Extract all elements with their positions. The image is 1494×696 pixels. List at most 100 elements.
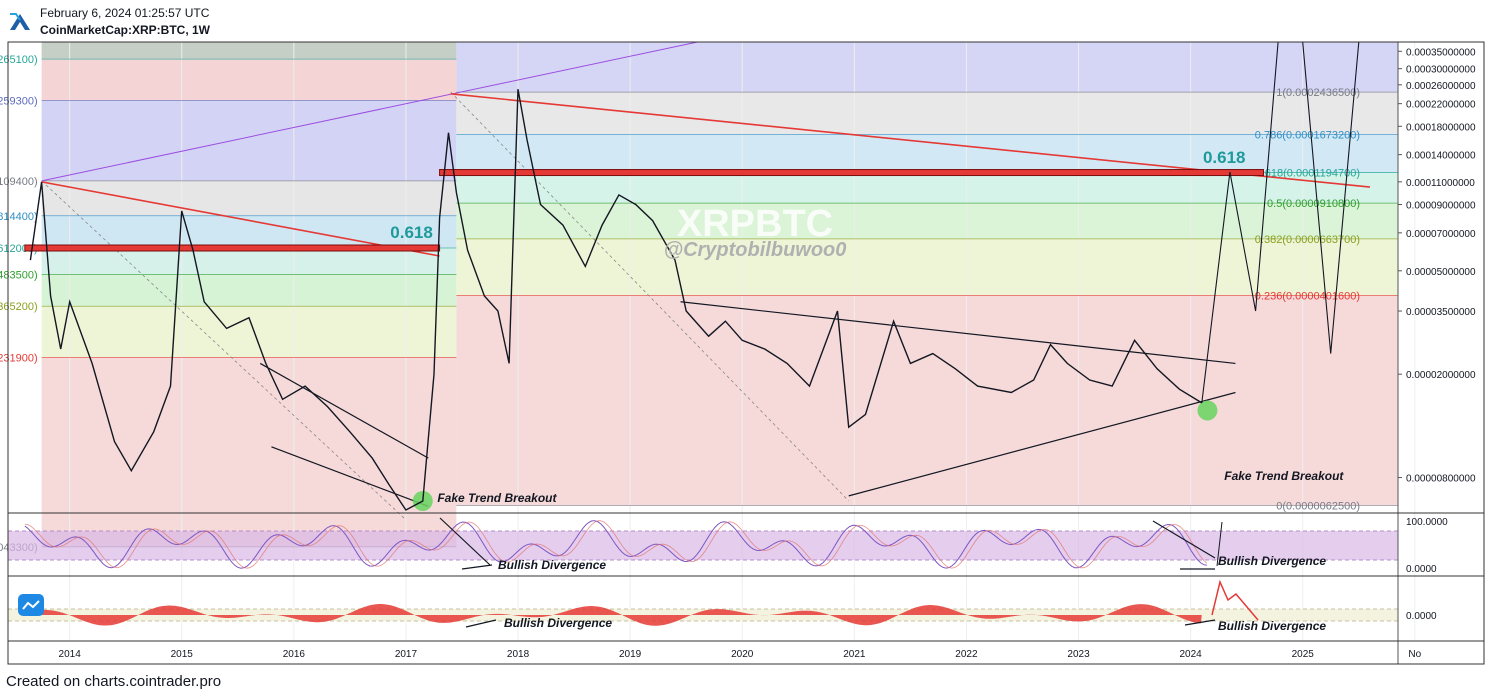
x-tick-label: 2019 [619, 649, 642, 660]
fib-label-left: 1.618(0.0002259300) [0, 96, 38, 108]
y-tick-label: 0.00011000000 [1406, 178, 1475, 189]
divergence-line [439, 517, 491, 566]
fib-zone [456, 92, 1398, 135]
fib-zone [41, 357, 457, 547]
x-tick-label: 2016 [283, 649, 306, 660]
fib-label-left: 0.236(0.0000231900) [0, 352, 38, 364]
rsi-d-line [24, 520, 1208, 569]
x-tick-label: No [1408, 649, 1421, 660]
divergence-line [465, 619, 497, 628]
y-tick-label: 0.00007000000 [1406, 229, 1476, 240]
rsi-divergence-label: Bullish Divergence [498, 558, 606, 572]
macd-histogram [24, 604, 1202, 626]
y-tick-label: 0.00030000000 [1406, 65, 1476, 76]
macd-pane: Bullish Divergence Bullish Divergence 0.00… [8, 579, 1437, 633]
fib-label-right: 0.786(0.0001673200) [1255, 130, 1360, 142]
fib-zone [456, 42, 1398, 93]
dashed-diagonal [41, 180, 407, 521]
annotation-618: 0.618 [1203, 148, 1246, 167]
fib-label-left: 0.786(0.0000814400) [0, 211, 38, 223]
x-tick-label: 2024 [1179, 649, 1202, 660]
chart-header: February 6, 2024 01:25:57 UTC CoinMarket… [0, 0, 1494, 40]
fib-label-right: 1(0.0002436500) [1276, 87, 1360, 99]
fib-label-left: 0.5(0.0000483500) [0, 270, 38, 282]
divergence-line [1152, 520, 1216, 559]
x-tick-label: 2018 [507, 649, 530, 660]
x-tick-label: 2020 [731, 649, 754, 660]
fib-label-left: 2(0.0003265100) [0, 54, 38, 66]
fib-zones [41, 42, 1398, 547]
macd-tick-label: 0.0000 [1406, 611, 1437, 622]
x-tick-label: 2025 [1292, 649, 1315, 660]
macd-divergence-label: Bullish Divergence [504, 616, 612, 630]
cointrader-logo-icon [8, 8, 32, 32]
footer-credit: Created on charts.cointrader.pro [6, 673, 222, 690]
rsi-arrow [1216, 521, 1223, 567]
x-tick-label: 2023 [1067, 649, 1090, 660]
rsi-tick-label: 0.0000 [1406, 564, 1437, 575]
fib-label-right: 0(0.0000062500) [1276, 500, 1360, 512]
fib-zone [41, 248, 457, 275]
y-tick-label: 0.00009000000 [1406, 200, 1476, 211]
fib-zone [456, 295, 1398, 506]
fib-label-left: 0.382(0.0000365200) [0, 301, 38, 313]
y-tick-label: 0.00003500000 [1406, 307, 1476, 318]
y-tick-label: 0.00022000000 [1406, 100, 1476, 111]
fib-label-right: 0.236(0.0000401600) [1255, 291, 1360, 303]
rsi-divergence-label: Bullish Divergence [1218, 554, 1326, 568]
macd-projection [1211, 579, 1259, 621]
annotation-fake-breakout: Fake Trend Breakout [437, 491, 557, 505]
wedge-line [680, 301, 1236, 365]
dashed-diagonal [450, 91, 850, 502]
y-tick-label: 0.00018000000 [1406, 122, 1476, 133]
chart-symbol: CoinMarketCap:XRP:BTC, 1W [40, 23, 211, 37]
x-tick-label: 2014 [59, 649, 82, 660]
x-tick-label: 2022 [955, 649, 978, 660]
fib-zone [41, 180, 457, 216]
y-tick-label: 0.00000800000 [1406, 474, 1476, 485]
y-tick-label: 0.00002000000 [1406, 370, 1476, 381]
rsi-tick-label: 100.0000 [1406, 517, 1448, 528]
trend-lines [24, 41, 1371, 521]
annotation-fake-breakout: Fake Trend Breakout [1224, 469, 1344, 483]
fib-zone [456, 238, 1398, 296]
breakout-circle [1197, 400, 1218, 421]
fib-zone [41, 306, 457, 358]
fib-zone [41, 59, 457, 101]
resistance-bar [439, 169, 1264, 177]
y-tick-label: 0.00014000000 [1406, 151, 1476, 162]
chart-frame [7, 41, 1485, 665]
y-tick-label: 0.00005000000 [1406, 267, 1476, 278]
rsi-k-line [24, 520, 1207, 569]
fib-label-right: 0.5(0.0000910800) [1267, 198, 1360, 210]
wedge-line [848, 391, 1236, 497]
fib-label-left: 1(0.0001109400) [0, 176, 38, 188]
resistance-bar [24, 244, 441, 252]
axes: 0.00035000000 0.00030000000 0.00026000000 0… [7, 41, 1485, 665]
purple-trend-line [41, 41, 698, 182]
fib-zone [456, 172, 1398, 204]
x-tick-label: 2015 [171, 649, 194, 660]
labels: XRPBTC@Cryptobilbuwoo0 0.618 0.618 Fake Tre… [390, 148, 1344, 505]
wedge-line [271, 446, 429, 507]
x-tick-label: 2017 [395, 649, 418, 660]
macd-divergence-label: Bullish Divergence [1218, 619, 1326, 633]
annotation-618: 0.618 [390, 223, 433, 242]
cloud-icon [18, 594, 44, 616]
fib-zone [41, 274, 457, 307]
divergence-line [1184, 619, 1216, 626]
cloud-icon-glyph [22, 600, 40, 610]
y-tick-label: 0.00035000000 [1406, 47, 1476, 58]
wedge-line [259, 362, 429, 459]
fib-label-right: 0.382(0.0000663700) [1255, 234, 1360, 246]
fib-zone [456, 134, 1398, 173]
divergence-line [461, 564, 493, 570]
chart-date: February 6, 2024 01:25:57 UTC [40, 6, 210, 20]
rsi-pane: Bullish Divergence Bullish Divergence 100.… [8, 517, 1448, 575]
fib-zone [41, 100, 457, 181]
price-line [29, 89, 1203, 511]
red-trendline [41, 181, 440, 257]
fib-label-right: 0.618(0.0001194700) [1256, 168, 1360, 180]
fib-zone [41, 42, 457, 60]
